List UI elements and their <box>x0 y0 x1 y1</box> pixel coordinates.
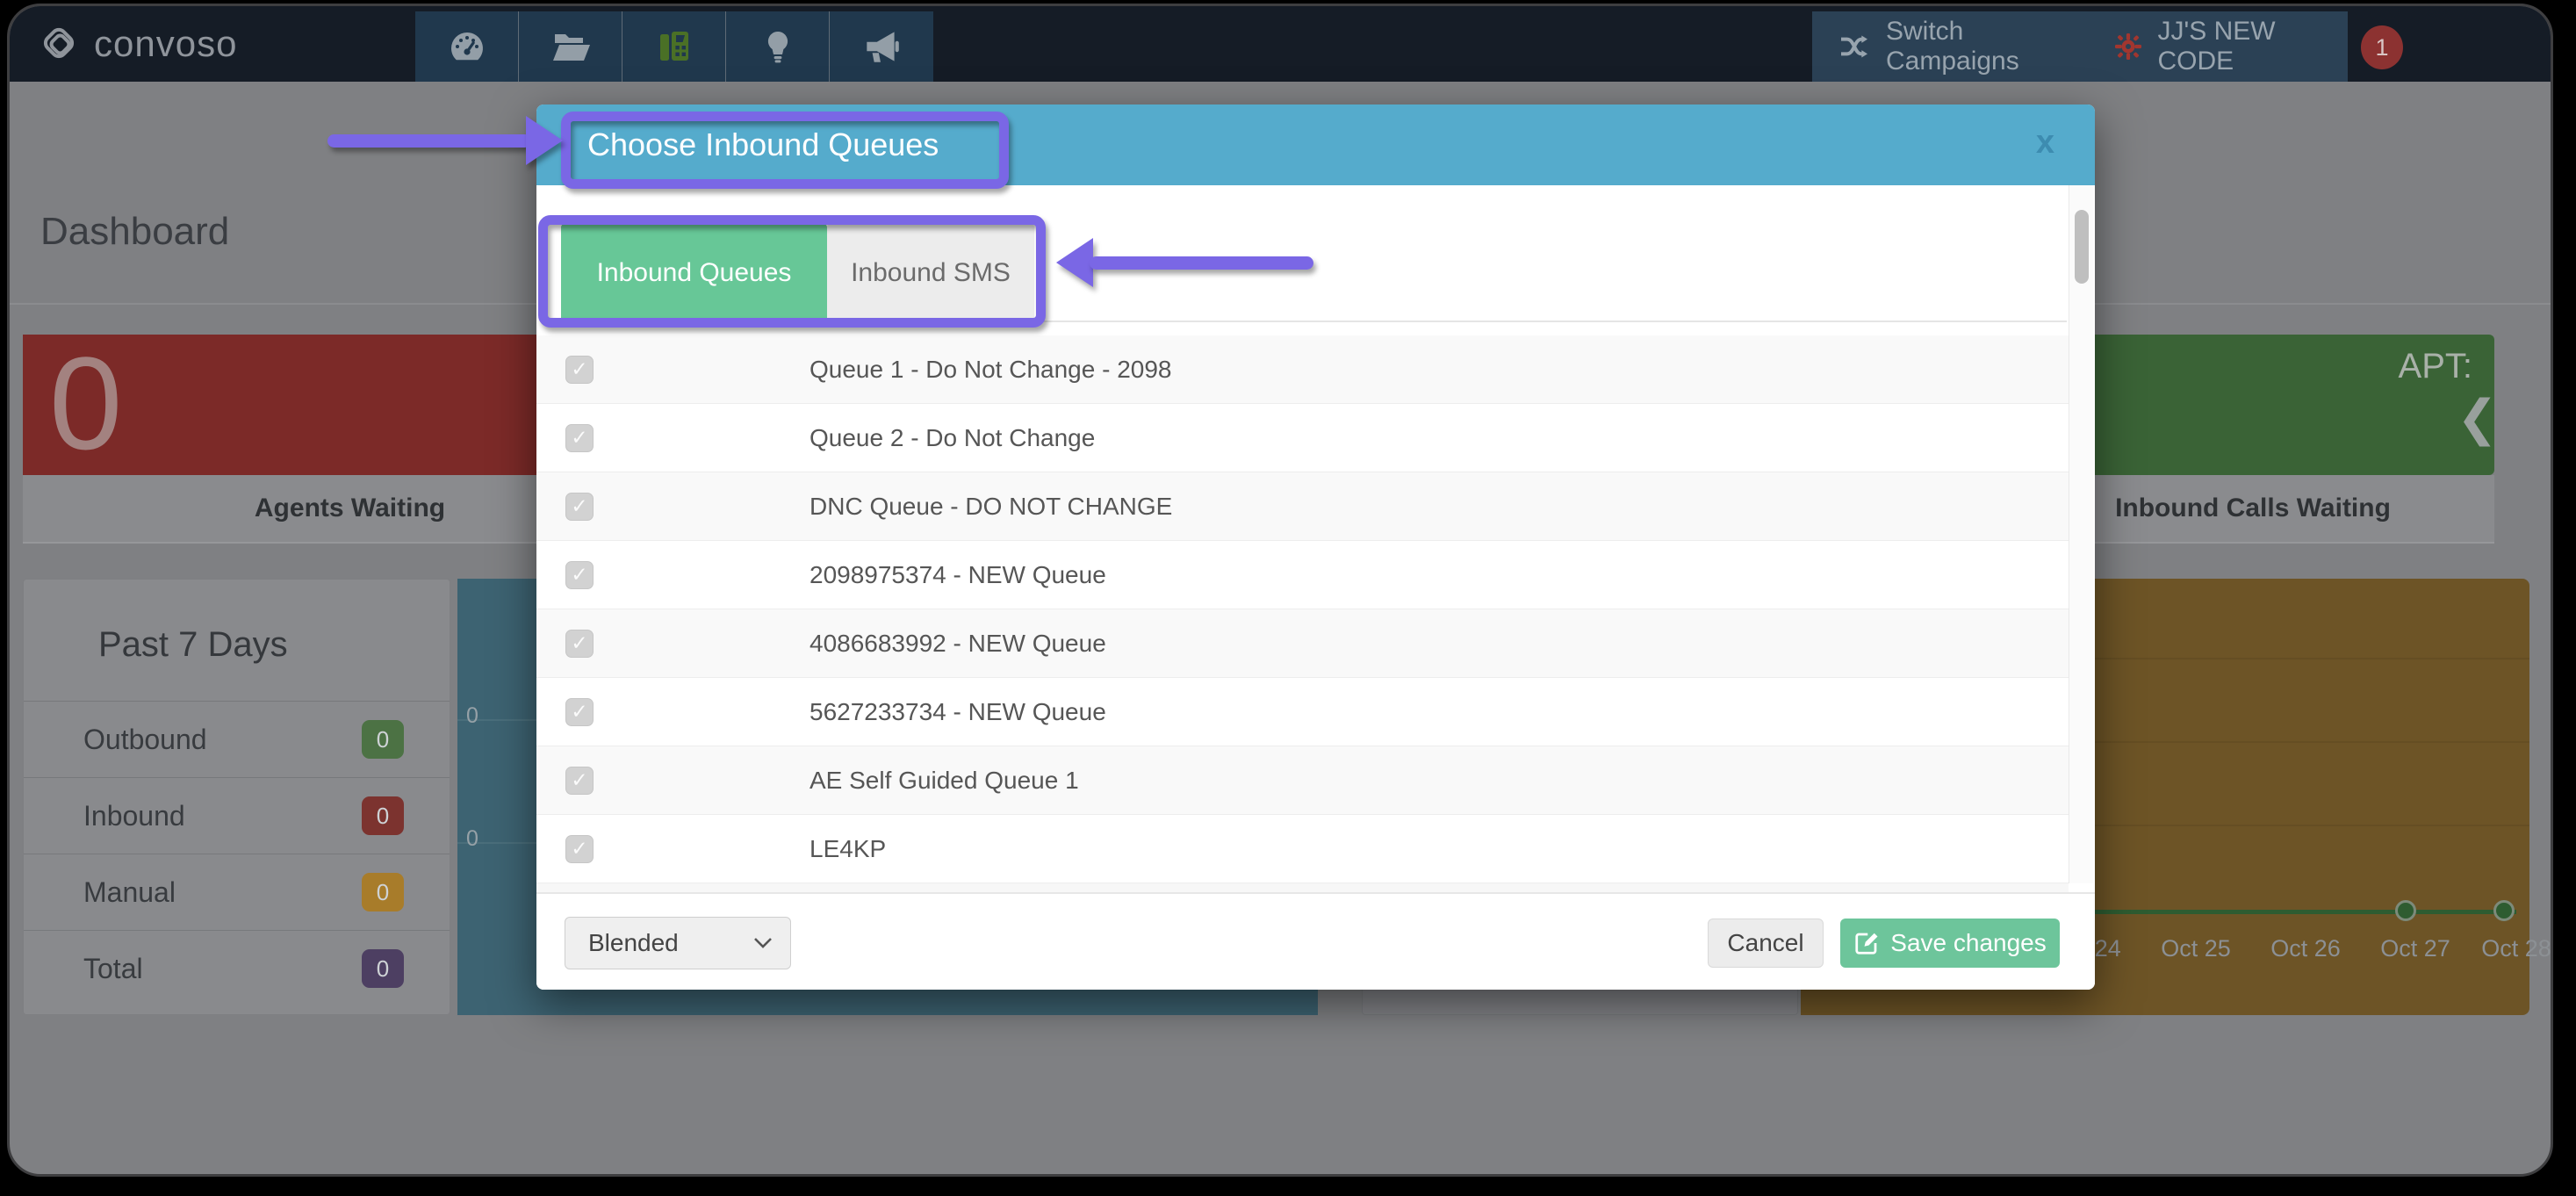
x-axis-label: Oct 26 <box>2270 935 2341 962</box>
table-row[interactable]: ✓ LE4KP <box>536 815 2069 883</box>
past-7-days-card: Past 7 Days Outbound 0 Inbound 0 Manual … <box>23 579 450 1015</box>
nav-announcements-megaphone-icon[interactable] <box>830 11 933 82</box>
save-changes-label: Save changes <box>1890 929 2047 956</box>
modal-footer: Blended Cancel Save changes <box>536 892 2095 990</box>
past-7-days-title: Past 7 Days <box>98 625 288 664</box>
scrollbar-track[interactable] <box>2069 185 2093 883</box>
campaign-menu[interactable]: JJ'S NEW CODE <box>2112 17 2323 76</box>
checkbox-checked[interactable]: ✓ <box>565 560 594 589</box>
table-row[interactable]: ✓ 2098975374 - NEW Queue <box>536 541 2069 609</box>
notification-badge[interactable]: 1 <box>2361 25 2403 69</box>
list-item-outbound: Outbound 0 <box>24 701 450 777</box>
switch-campaigns-button[interactable]: Switch Campaigns <box>1837 17 2065 76</box>
list-item-inbound: Inbound 0 <box>24 777 450 854</box>
shuffle-icon <box>1837 29 1872 64</box>
nav-insights-lightbulb-icon[interactable] <box>726 11 830 82</box>
dial-mode-select[interactable]: Blended <box>565 917 791 969</box>
checkbox-checked[interactable]: ✓ <box>565 629 594 658</box>
agents-waiting-value: 0 <box>49 329 123 477</box>
nav-phone-system-icon[interactable] <box>622 11 726 82</box>
tab-underline <box>561 321 2067 322</box>
chart-point-oct-27 <box>2395 900 2416 921</box>
modal-title: Choose Inbound Queues <box>587 126 939 162</box>
status-badge: 0 <box>362 949 404 988</box>
tab-inbound-queues[interactable]: Inbound Queues <box>561 224 827 322</box>
table-row[interactable]: ✓ AE Self Guided Queue 1 <box>536 746 2069 815</box>
checkbox-checked[interactable]: ✓ <box>565 355 594 384</box>
y-axis-tick: 0 <box>466 826 479 851</box>
close-icon[interactable]: x <box>2035 124 2054 161</box>
table-row[interactable]: ✓ DNC Queue - DO NOT CHANGE <box>536 472 2069 541</box>
convoso-logo[interactable]: convoso <box>36 20 237 68</box>
save-changes-button[interactable]: Save changes <box>1840 919 2060 968</box>
page-title: Dashboard <box>40 210 230 253</box>
convoso-logo-icon <box>36 20 83 68</box>
checkbox-checked[interactable]: ✓ <box>565 423 594 452</box>
nav-dashboard-gauge-icon[interactable] <box>415 11 519 82</box>
queue-list: ✓ Queue 1 - Do Not Change - 2098 ✓ Queue… <box>536 335 2069 883</box>
checkbox-checked[interactable]: ✓ <box>565 766 594 795</box>
list-item-manual: Manual 0 <box>24 854 450 930</box>
nav-reports-folder-icon[interactable] <box>519 11 622 82</box>
y-axis-tick: 0 <box>466 703 479 728</box>
table-row[interactable]: ✓ Queue 2 - Do Not Change <box>536 404 2069 472</box>
status-badge: 0 <box>362 720 404 759</box>
campaign-name: JJ'S NEW CODE <box>2157 17 2276 76</box>
edit-icon <box>1853 930 1880 956</box>
x-axis-label: Oct 28 <box>2481 935 2551 962</box>
tab-inbound-sms[interactable]: Inbound SMS <box>827 224 1034 322</box>
screen: convoso Switch Camp <box>7 4 2553 1177</box>
choose-inbound-queues-modal: Choose Inbound Queues x Inbound Queues I… <box>536 104 2095 990</box>
checkbox-checked[interactable]: ✓ <box>565 834 594 863</box>
chart-line <box>1801 910 2516 914</box>
x-axis-label: Oct 25 <box>2161 935 2231 962</box>
status-badge: 0 <box>362 796 404 835</box>
x-axis-label: Oct 27 <box>2380 935 2450 962</box>
header-right-block: Switch Campaigns JJ'S NEW CODE <box>1812 11 2348 82</box>
modal-header: Choose Inbound Queues x <box>536 104 2095 185</box>
annotation-arrow-title-shaft <box>327 134 531 148</box>
partial-row <box>536 883 2069 892</box>
checkbox-checked[interactable]: ✓ <box>565 697 594 726</box>
apt-label: APT: <box>2398 347 2472 385</box>
chevron-down-icon <box>753 937 773 949</box>
app-header: convoso Switch Camp <box>10 6 2551 82</box>
cancel-button[interactable]: Cancel <box>1708 919 1824 968</box>
chart-point-oct-28 <box>2493 900 2515 921</box>
status-badge: 0 <box>362 873 404 911</box>
dial-mode-value: Blended <box>588 929 679 956</box>
slide-chevron-icon[interactable]: ❮ <box>2457 390 2498 445</box>
checkbox-checked[interactable]: ✓ <box>565 492 594 521</box>
list-item-total: Total 0 <box>24 930 450 1006</box>
past-7-days-rows: Outbound 0 Inbound 0 Manual 0 Total 0 <box>24 701 450 1006</box>
table-row[interactable]: ✓ 4086683992 - NEW Queue <box>536 609 2069 678</box>
logo-text: convoso <box>94 23 238 64</box>
switch-campaigns-label: Switch Campaigns <box>1886 17 2019 76</box>
gear-icon <box>2112 31 2144 62</box>
table-row[interactable]: ✓ Queue 1 - Do Not Change - 2098 <box>536 335 2069 404</box>
table-row[interactable]: ✓ 5627233734 - NEW Queue <box>536 678 2069 746</box>
scrollbar-thumb[interactable] <box>2075 210 2089 284</box>
main-nav <box>415 11 933 82</box>
